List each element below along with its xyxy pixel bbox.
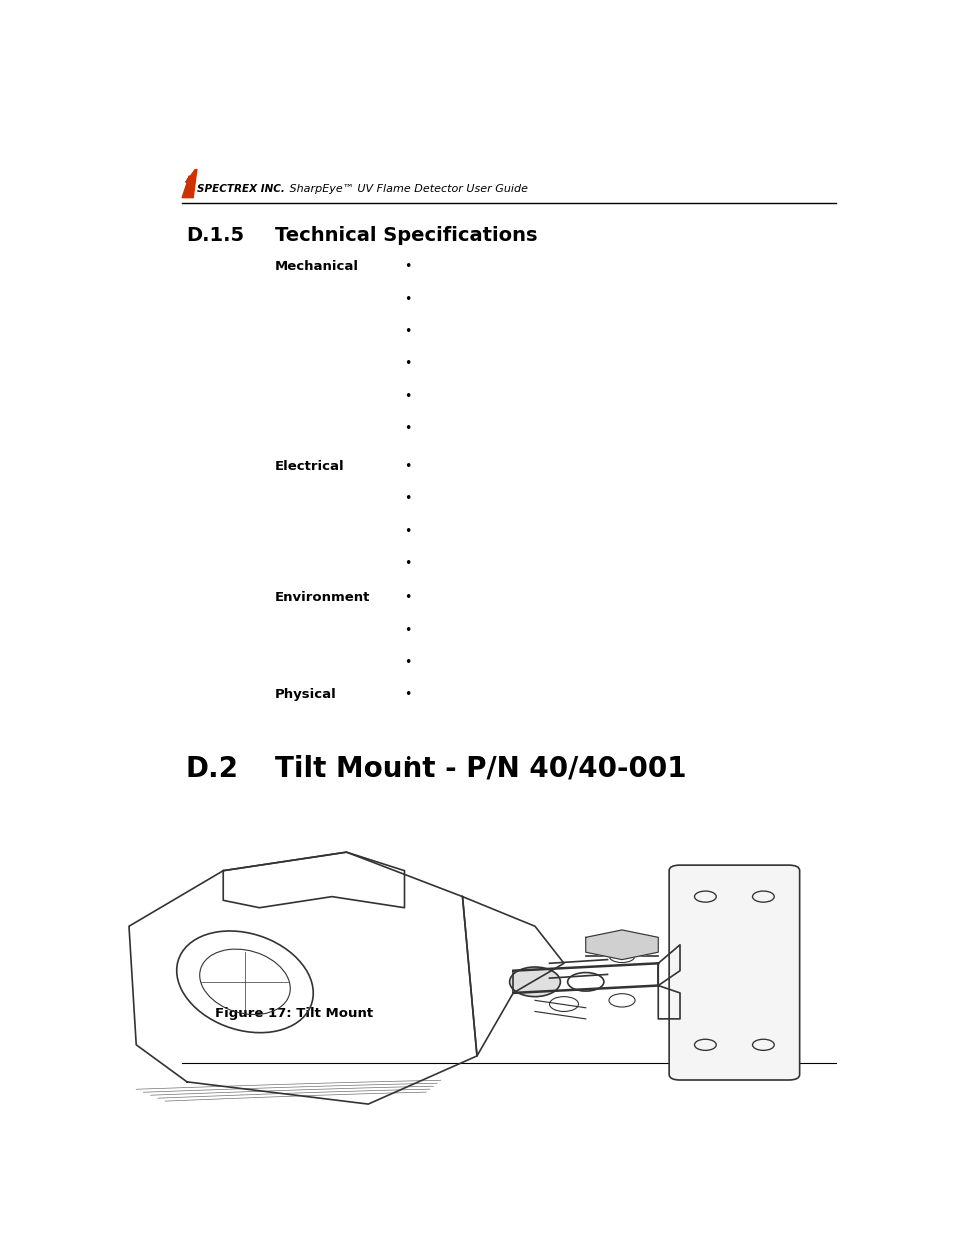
Text: D.2: D.2 [186,755,238,783]
Text: •: • [403,592,411,604]
Text: •: • [403,753,411,766]
Text: •: • [403,390,411,403]
Text: •: • [403,557,411,571]
FancyBboxPatch shape [668,866,799,1079]
Text: •: • [403,461,411,473]
Text: •: • [403,261,411,273]
Text: Mechanical: Mechanical [274,261,358,273]
Text: Electrical: Electrical [274,461,344,473]
Text: Technical Specifications: Technical Specifications [274,226,537,246]
Text: •: • [403,493,411,505]
Text: SharpEye™ UV Flame Detector User Guide: SharpEye™ UV Flame Detector User Guide [285,184,527,194]
Polygon shape [585,930,658,960]
Text: D.1.5: D.1.5 [186,226,244,246]
Text: SPECTREX INC.: SPECTREX INC. [196,184,284,194]
Text: Environment: Environment [274,592,370,604]
Ellipse shape [509,967,559,997]
Polygon shape [182,169,196,198]
Text: •: • [403,357,411,370]
Text: •: • [403,656,411,669]
Text: Physical: Physical [274,688,335,701]
Text: •: • [403,325,411,338]
Text: •: • [403,293,411,306]
Text: •: • [403,525,411,537]
Text: Tilt Mount - P/N 40/40-001: Tilt Mount - P/N 40/40-001 [274,755,685,783]
Text: •: • [403,624,411,637]
Text: •: • [403,422,411,435]
Text: •: • [403,688,411,701]
Text: Figure 17: Tilt Mount: Figure 17: Tilt Mount [215,1007,373,1020]
